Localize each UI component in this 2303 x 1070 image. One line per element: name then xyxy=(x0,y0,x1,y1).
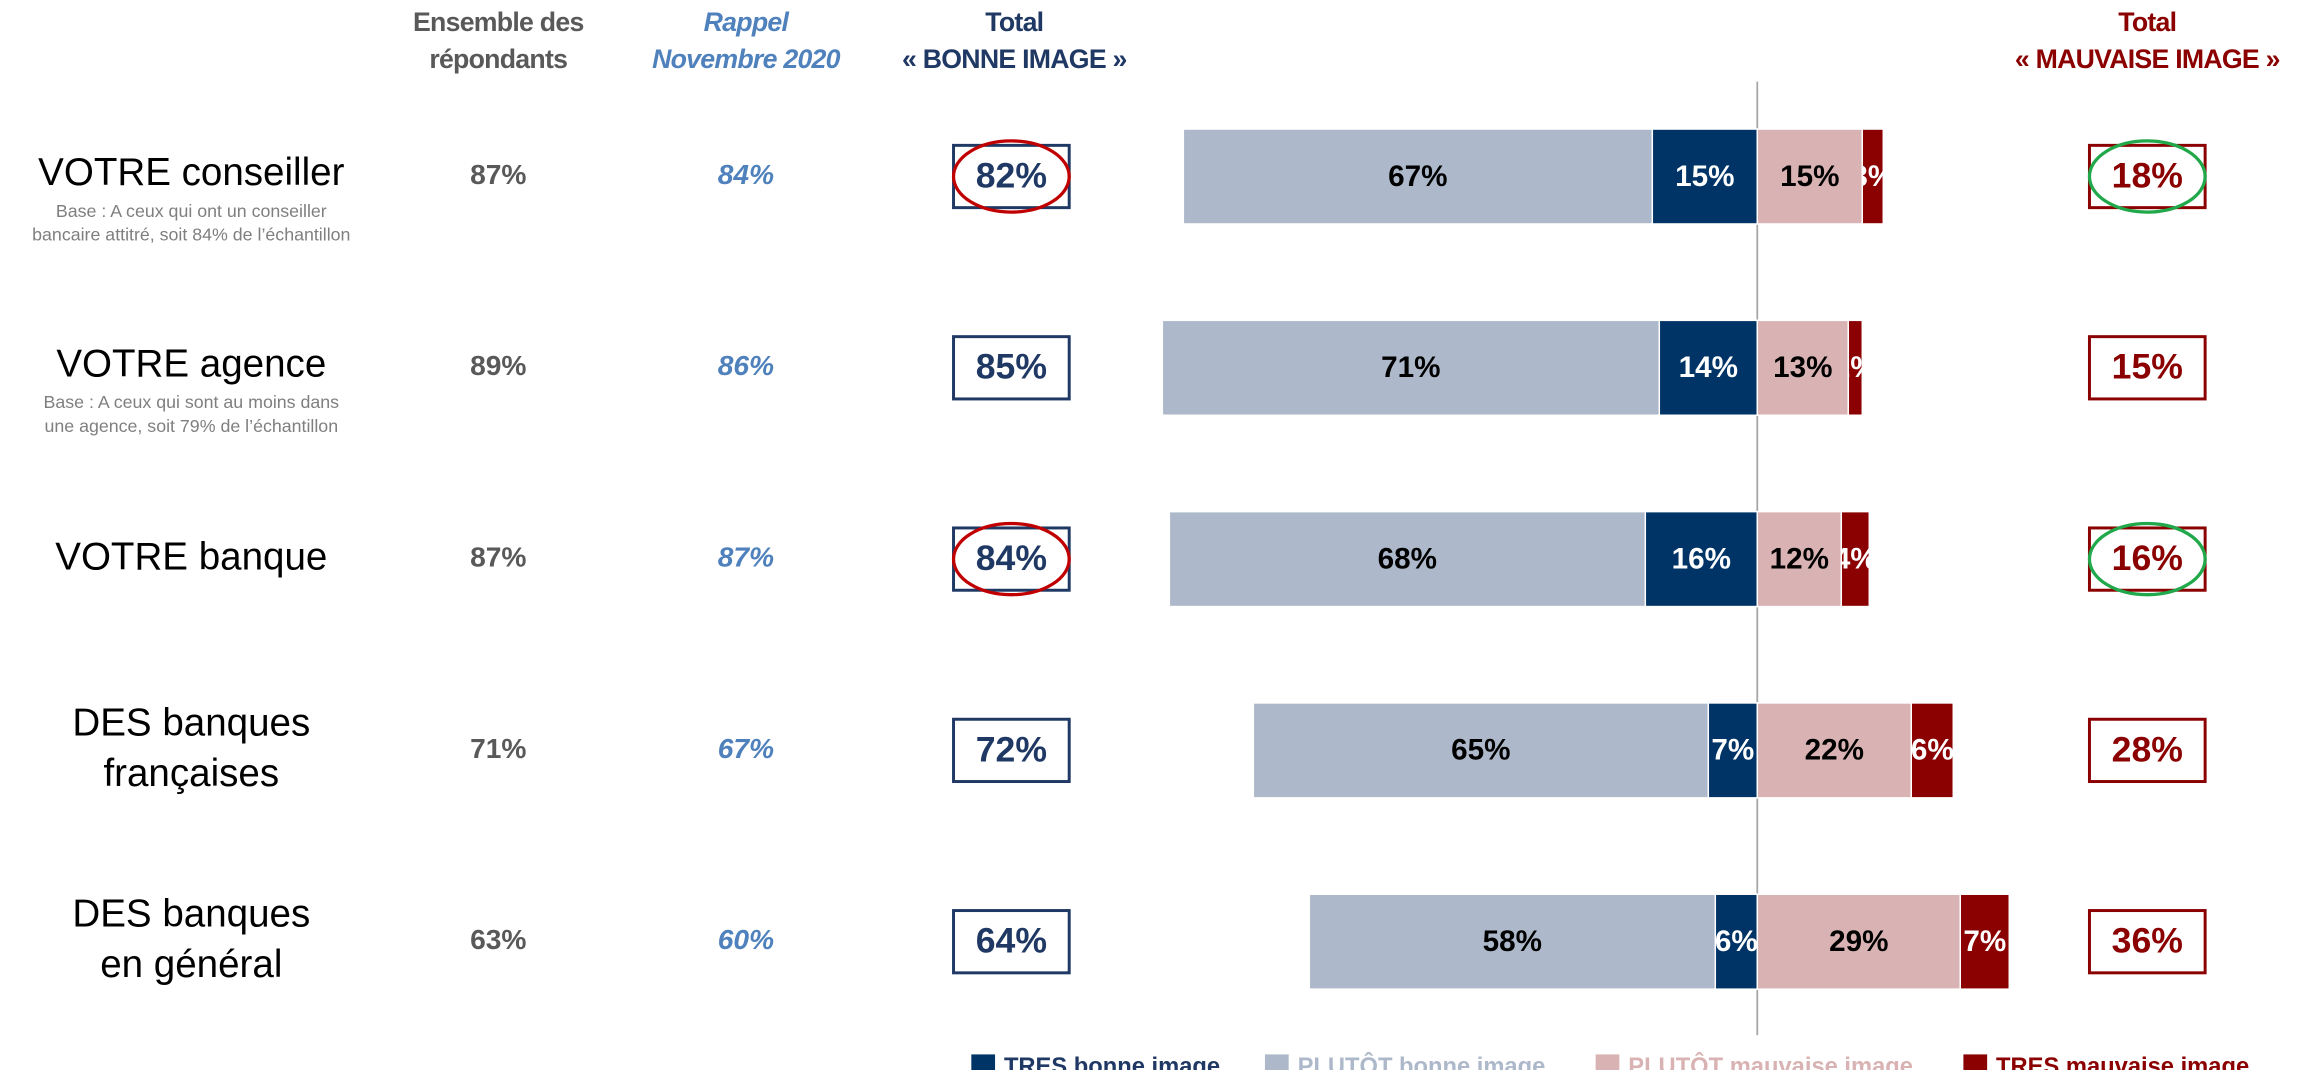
total-box xyxy=(952,335,1071,401)
bar-label: 3% xyxy=(1851,160,1894,193)
rappel-value: 67% xyxy=(718,732,774,764)
rappel-value: 60% xyxy=(718,923,774,955)
legend-label: TRES mauvaise image xyxy=(1996,1054,2249,1070)
bar-label: 22% xyxy=(1805,734,1864,767)
column-header: Novembre 2020 xyxy=(652,44,841,74)
bar xyxy=(1847,319,1864,416)
rappel-value: 86% xyxy=(718,349,774,381)
bar xyxy=(1714,893,1759,990)
bar-label: 67% xyxy=(1388,160,1447,193)
total-value: 18% xyxy=(2112,155,2183,195)
respondents-value: 87% xyxy=(470,541,526,573)
bar-label: 7% xyxy=(1711,734,1754,767)
column-header: « MAUVAISE IMAGE » xyxy=(2015,44,2280,74)
column-header: « BONNE IMAGE » xyxy=(902,44,1127,74)
bar xyxy=(1910,702,1955,799)
base-note: une agence, soit 79% de l’échantillon xyxy=(44,416,338,436)
bar-label: 12% xyxy=(1770,542,1829,575)
base-note: Base : A ceux qui ont un conseiller xyxy=(56,201,327,221)
category-label: VOTRE banque xyxy=(55,535,327,578)
bar xyxy=(1168,510,1647,608)
respondents-value: 63% xyxy=(470,923,526,955)
bar-label: 7% xyxy=(1963,925,2006,958)
rappel-value: 87% xyxy=(718,541,774,573)
total-value: 36% xyxy=(2112,921,2183,961)
respondents-value: 71% xyxy=(470,732,526,764)
category-label: VOTRE agence xyxy=(56,343,326,386)
bar xyxy=(1861,128,1885,225)
legend-swatch xyxy=(1264,1054,1289,1070)
total-box xyxy=(952,717,1071,784)
bar-label: 13% xyxy=(1773,351,1832,384)
total-box xyxy=(952,526,1071,592)
column-header: Ensemble des xyxy=(413,7,584,37)
bar xyxy=(1308,893,1717,990)
base-note: bancaire attitré, soit 84% de l’échantil… xyxy=(32,225,350,245)
category-label: françaises xyxy=(103,752,279,795)
respondents-value: 87% xyxy=(470,158,526,190)
bar xyxy=(1756,510,1843,608)
bar-label: 65% xyxy=(1451,734,1510,767)
bar-label: 58% xyxy=(1483,925,1542,958)
bar-label: 29% xyxy=(1829,925,1888,958)
bar xyxy=(1182,128,1654,225)
bar-label: 6% xyxy=(1911,734,1954,767)
highlight-circle xyxy=(2087,521,2207,597)
legend-swatch xyxy=(1963,1054,1988,1070)
total-box xyxy=(952,909,1071,975)
total-value: 28% xyxy=(2112,729,2183,769)
rappel-value: 84% xyxy=(718,158,774,190)
total-value: 72% xyxy=(976,729,1047,769)
category-label: DES banques xyxy=(72,701,310,744)
bar xyxy=(1651,128,1759,225)
bar-label: 68% xyxy=(1378,542,1437,575)
total-value: 82% xyxy=(976,155,1047,195)
highlight-circle xyxy=(951,139,1071,214)
total-value: 15% xyxy=(2112,347,2183,387)
legend-swatch xyxy=(971,1054,996,1070)
column-header: Total xyxy=(2118,7,2176,37)
bar-label: 15% xyxy=(1780,160,1839,193)
bar xyxy=(1252,702,1710,799)
column-header: Total xyxy=(985,7,1043,37)
legend-swatch xyxy=(1595,1054,1620,1070)
total-value: 85% xyxy=(976,347,1047,387)
total-box xyxy=(2087,717,2207,784)
bar xyxy=(1644,510,1759,608)
bar xyxy=(1959,893,2011,990)
bar-label: 2% xyxy=(1834,351,1877,384)
bar xyxy=(1161,319,1661,416)
base-note: Base : A ceux qui sont au moins dans xyxy=(44,392,340,412)
legend-label: TRES bonne image xyxy=(1004,1054,1220,1070)
bar xyxy=(1658,319,1759,416)
bar-label: 14% xyxy=(1679,351,1738,384)
bar-label: 15% xyxy=(1675,160,1734,193)
bar xyxy=(1707,702,1759,799)
category-label: en général xyxy=(100,943,282,986)
highlight-circle xyxy=(2087,139,2207,214)
bar-label: 6% xyxy=(1715,925,1758,958)
total-box xyxy=(2087,909,2207,975)
bar xyxy=(1756,702,1913,799)
category-label: DES banques xyxy=(72,893,310,936)
category-label: VOTRE conseiller xyxy=(38,151,344,194)
bar-label: 16% xyxy=(1672,542,1731,575)
bar xyxy=(1840,510,1871,608)
bar xyxy=(1756,319,1850,416)
bar-label: 71% xyxy=(1381,351,1440,384)
respondents-value: 89% xyxy=(470,349,526,381)
total-value: 84% xyxy=(976,538,1047,578)
bar xyxy=(1756,893,1962,990)
total-value: 16% xyxy=(2112,538,2183,578)
legend-label: PLUTÔT bonne image xyxy=(1298,1052,1546,1070)
bar-label: 4% xyxy=(1834,542,1877,575)
column-header: Rappel xyxy=(704,7,790,37)
highlight-circle xyxy=(951,521,1071,597)
column-header: répondants xyxy=(429,44,567,74)
legend-label: PLUTÔT mauvaise image xyxy=(1628,1052,1913,1070)
total-box xyxy=(2087,335,2207,401)
total-value: 64% xyxy=(976,921,1047,961)
